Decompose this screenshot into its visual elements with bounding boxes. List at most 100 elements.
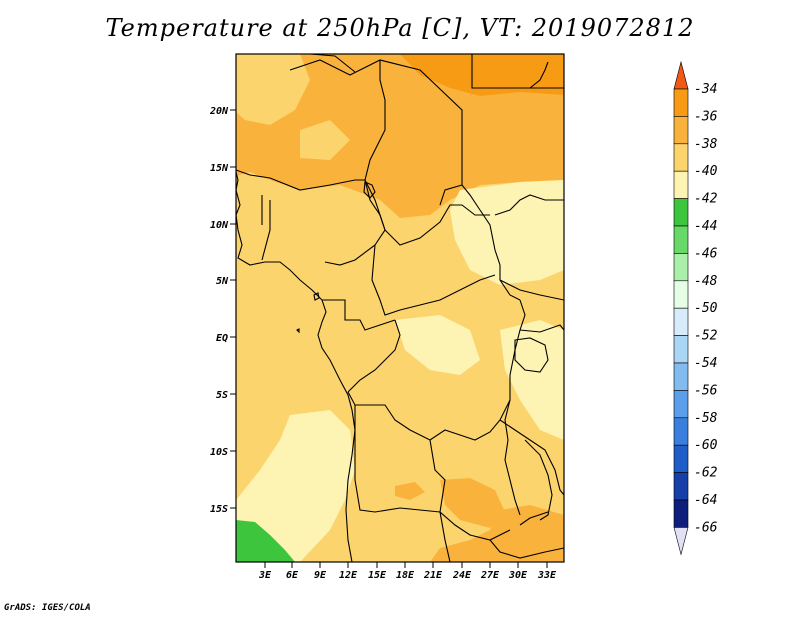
border-car [371,244,496,316]
longitude-axis: 3E 6E 9E 12E 15E 18E 21E 24E 27E 30E 33E [258,562,557,581]
field-patch-congo [395,315,480,375]
border-egypt [471,54,564,89]
island-sao-tome [296,328,300,334]
lon-label-30e: 30E [508,570,528,581]
colorbar-swatch [673,390,689,419]
colorbar-swatch [673,362,689,391]
field-patch-sw [236,410,355,562]
lat-label-10s: 10S [210,447,228,458]
lon-label-24e: 24E [452,570,472,581]
border-chad [384,204,490,246]
field-patch-south-3 [395,482,425,500]
lon-label-9e: 9E [314,570,327,581]
colorbar-swatch [673,280,689,309]
border-zambia [429,439,511,541]
colorbar-swatch [673,253,689,282]
border-benin [261,200,271,261]
border-uganda [519,324,565,333]
colorbar-label: -54 [694,356,717,371]
border-algeria [309,53,356,73]
lat-label-10n: 10N [210,220,229,231]
colorbar-label: -36 [694,109,718,124]
lon-label-33e: 33E [537,570,557,581]
country-borders [235,53,565,563]
island-bioko [313,292,320,301]
lake-victoria [514,337,549,373]
colorbar-label: -42 [694,192,718,207]
lon-label-6e: 6E [286,570,299,581]
colorbar-label: -40 [694,164,718,179]
lon-label-15e: 15E [368,570,387,581]
border-sahel [235,169,365,191]
colorbar-swatch [673,417,689,446]
border-sudan [461,184,521,301]
lat-label-20n: 20N [209,106,229,117]
colorbar-label: -58 [694,411,718,426]
border-angola [354,405,441,513]
lon-label-3e: 3E [258,570,272,581]
colorbar-swatch [673,472,689,501]
colorbar-label: -52 [694,329,718,344]
colorbar-label: -64 [694,493,717,508]
border-north-2 [364,60,386,231]
colorbar-arrow-bottom [673,527,689,556]
colorbar: -34 -36 -38 -40 -42 -44 -46 -48 -50 -52 -54 -56 -58 -… [673,60,718,556]
lat-label-15n: 15N [210,163,229,174]
colorbar-label: -44 [694,219,717,234]
border-namibia [439,511,451,563]
colorbar-label: -46 [694,246,718,261]
border-malawi [524,439,553,521]
colorbar-swatch [673,307,689,336]
field-patch-south-1 [440,478,505,528]
colorbar-swatch [673,444,689,473]
colorbar-swatch [673,225,689,254]
colorbar-swatch [673,335,689,364]
lake-kariba [519,511,549,526]
colorbar-arrow-top [673,60,689,90]
field-patch-south-2 [430,505,564,562]
grads-credit: GrADS: IGES/COLA [4,603,91,613]
colorbar-label: -48 [694,274,718,289]
border-zimbabwe [489,539,565,559]
border-north-1 [289,59,463,206]
border-gabon [322,299,396,331]
field-patch-east [450,180,564,285]
lon-label-12e: 12E [339,570,358,581]
border-drc [347,299,526,441]
field-patch-ne [400,54,564,96]
colorbar-swatch [673,499,689,528]
border-tanzania [499,419,565,496]
field-patch-green [236,520,295,562]
lat-label-5s: 5S [216,390,228,401]
chart-title: Temperature at 250hPa [C], VT: 201907281… [105,14,695,42]
lon-label-18e: 18E [396,570,415,581]
lon-label-21e: 21E [423,570,443,581]
border-lake-tanganyika [504,399,521,516]
colorbar-label: -62 [694,466,718,481]
colorbar-swatch [673,170,689,199]
map-panel: 20N 15N 10N 5N EQ 5S 10S 15S 3E 6E 9E 12… [209,53,565,581]
colorbar-label: -60 [694,438,718,453]
lake-chad [363,181,376,199]
lon-label-27e: 27E [480,570,500,581]
colorbar-swatch [673,88,689,117]
colorbar-label: -66 [694,520,718,535]
colorbar-label: -34 [694,82,717,97]
lat-label-eq: EQ [216,333,228,344]
colorbar-label: -38 [694,137,718,152]
lat-label-5n: 5N [216,276,229,287]
colorbar-label: -56 [694,383,718,398]
field-patch-sahara-2 [300,120,350,160]
border-congo [347,319,401,393]
red-sea-coast [529,61,549,89]
lat-label-15s: 15S [210,504,228,515]
field-patch-lakes [500,320,564,440]
field-patch-sahara [236,54,310,125]
colorbar-swatch [673,198,689,227]
latitude-axis: 20N 15N 10N 5N EQ 5S 10S 15S [209,106,236,515]
border-south-sudan [499,279,565,301]
colorbar-label: -50 [694,301,718,316]
colorbar-swatch [673,116,689,145]
map-frame [235,53,565,563]
